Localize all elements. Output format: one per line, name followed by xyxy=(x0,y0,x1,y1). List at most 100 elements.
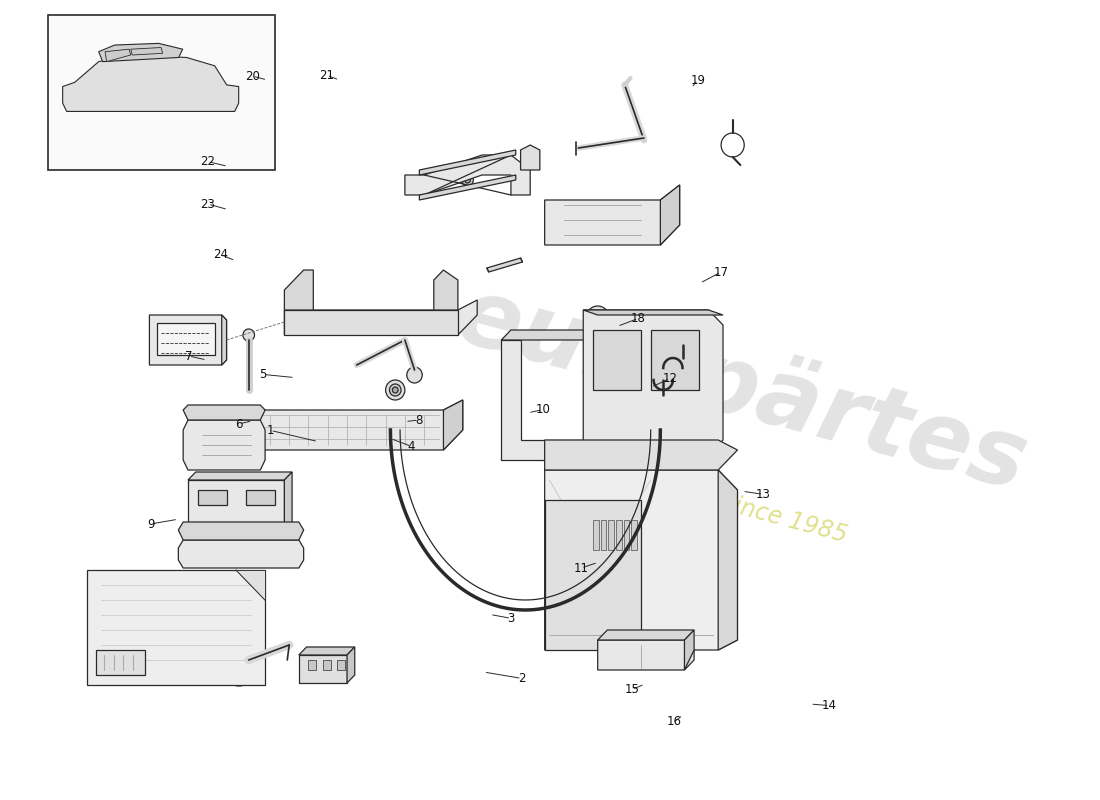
Text: 18: 18 xyxy=(631,312,646,325)
Polygon shape xyxy=(405,155,530,195)
Bar xyxy=(299,655,346,683)
Bar xyxy=(593,520,598,550)
Circle shape xyxy=(230,661,248,679)
Bar xyxy=(624,520,629,550)
Bar xyxy=(48,15,275,170)
Circle shape xyxy=(393,387,398,393)
Circle shape xyxy=(292,282,307,298)
Circle shape xyxy=(564,520,583,540)
Bar xyxy=(608,520,614,550)
Circle shape xyxy=(243,329,254,341)
Text: a passion for parts since 1985: a passion for parts since 1985 xyxy=(499,432,850,548)
Polygon shape xyxy=(487,258,522,272)
Polygon shape xyxy=(419,150,516,175)
Polygon shape xyxy=(502,340,636,460)
Text: 10: 10 xyxy=(536,403,550,416)
Text: 5: 5 xyxy=(260,368,266,381)
Circle shape xyxy=(187,537,202,553)
Polygon shape xyxy=(433,270,458,310)
Circle shape xyxy=(464,177,471,183)
Bar xyxy=(601,520,606,550)
Bar xyxy=(308,660,316,670)
Text: 24: 24 xyxy=(213,248,228,261)
Polygon shape xyxy=(150,315,227,365)
Circle shape xyxy=(569,615,579,625)
Polygon shape xyxy=(660,185,680,245)
Polygon shape xyxy=(718,470,737,650)
Text: 17: 17 xyxy=(714,266,728,278)
Text: 4: 4 xyxy=(408,440,415,453)
Polygon shape xyxy=(184,405,265,420)
Circle shape xyxy=(586,306,609,330)
Text: 1: 1 xyxy=(266,424,274,437)
Polygon shape xyxy=(131,47,163,55)
Polygon shape xyxy=(583,310,723,455)
Polygon shape xyxy=(544,500,641,650)
Polygon shape xyxy=(236,570,265,600)
Text: 15: 15 xyxy=(625,683,639,696)
Polygon shape xyxy=(346,647,355,683)
Polygon shape xyxy=(285,310,458,335)
Text: 3: 3 xyxy=(507,612,515,625)
Circle shape xyxy=(407,367,422,383)
Circle shape xyxy=(564,610,583,630)
Circle shape xyxy=(209,120,244,156)
Circle shape xyxy=(94,120,129,156)
Circle shape xyxy=(386,380,405,400)
Text: 12: 12 xyxy=(662,372,678,385)
Circle shape xyxy=(564,570,583,590)
Circle shape xyxy=(370,421,383,435)
Bar xyxy=(323,660,331,670)
Text: 23: 23 xyxy=(200,198,216,210)
Text: europärtes: europärtes xyxy=(447,269,1037,511)
Polygon shape xyxy=(63,55,239,111)
Text: 8: 8 xyxy=(415,414,422,426)
Bar xyxy=(631,520,637,550)
Circle shape xyxy=(462,174,473,186)
Circle shape xyxy=(670,530,708,570)
Text: 11: 11 xyxy=(573,562,588,574)
Bar xyxy=(188,480,285,530)
Polygon shape xyxy=(684,630,694,670)
Text: 19: 19 xyxy=(691,74,705,86)
Polygon shape xyxy=(178,540,304,568)
Bar xyxy=(616,520,622,550)
Polygon shape xyxy=(285,270,314,310)
Circle shape xyxy=(234,665,244,675)
Circle shape xyxy=(605,348,628,372)
Polygon shape xyxy=(583,310,723,315)
Circle shape xyxy=(569,525,579,535)
Polygon shape xyxy=(544,185,680,245)
Bar xyxy=(97,650,144,675)
Polygon shape xyxy=(520,145,540,170)
Circle shape xyxy=(663,348,686,372)
Circle shape xyxy=(191,541,199,549)
Text: 20: 20 xyxy=(245,70,260,82)
Bar xyxy=(245,490,275,505)
Circle shape xyxy=(101,128,121,148)
Text: 13: 13 xyxy=(756,488,771,501)
Text: 14: 14 xyxy=(822,699,837,712)
Text: 7: 7 xyxy=(185,350,192,362)
Polygon shape xyxy=(251,400,463,450)
Polygon shape xyxy=(106,49,131,62)
Circle shape xyxy=(569,575,579,585)
Polygon shape xyxy=(636,330,646,460)
Polygon shape xyxy=(222,315,227,365)
Text: 9: 9 xyxy=(146,518,154,530)
Bar xyxy=(198,490,227,505)
Text: 22: 22 xyxy=(200,155,216,168)
Text: 6: 6 xyxy=(234,418,242,430)
Circle shape xyxy=(591,311,604,325)
Polygon shape xyxy=(184,420,265,470)
Polygon shape xyxy=(502,330,646,340)
Bar xyxy=(338,660,345,670)
Polygon shape xyxy=(597,630,694,640)
Polygon shape xyxy=(285,300,477,335)
Polygon shape xyxy=(419,175,516,200)
Polygon shape xyxy=(651,330,698,390)
Polygon shape xyxy=(178,522,304,540)
Text: 21: 21 xyxy=(319,69,334,82)
Text: 16: 16 xyxy=(667,715,682,728)
Circle shape xyxy=(301,421,316,435)
